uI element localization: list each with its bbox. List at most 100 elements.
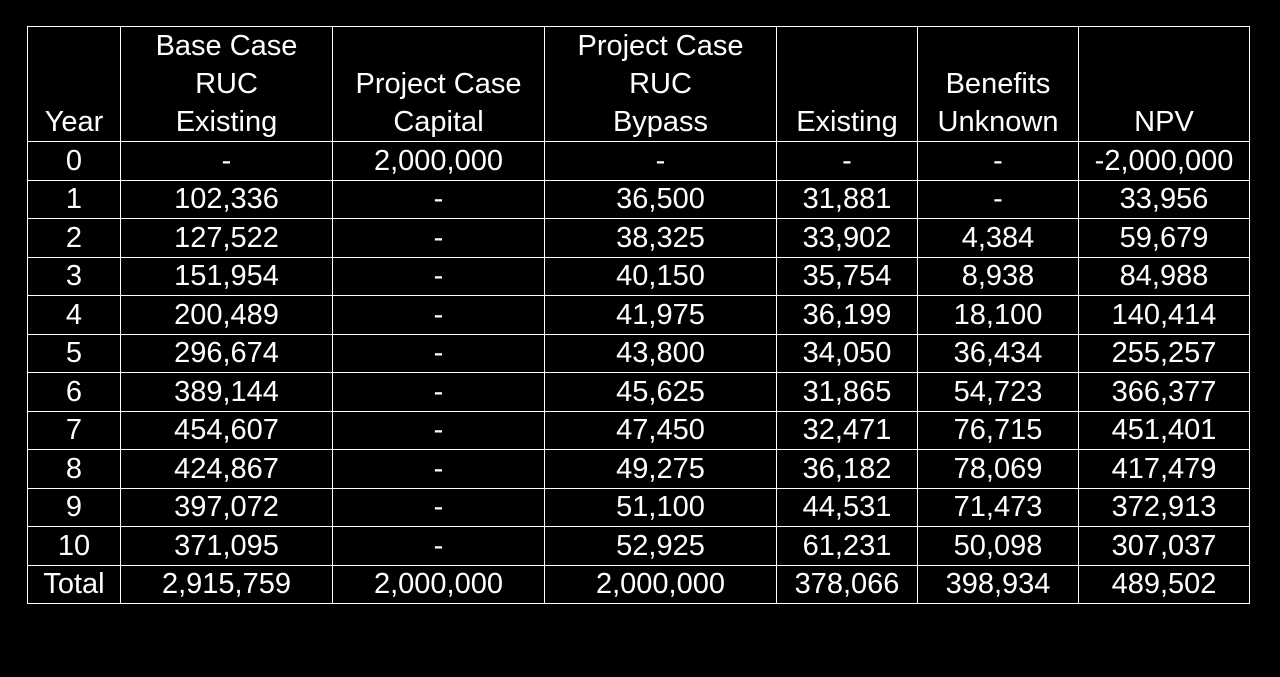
cell-year: 0 — [27, 141, 121, 181]
cell-benefits-existing: 44,531 — [776, 487, 918, 527]
cell-project-capital: 2,000,000 — [332, 564, 545, 604]
column-header-line: Benefits — [945, 68, 1051, 100]
column-header-line: Base Case — [155, 30, 298, 62]
cell-base-existing: 424,867 — [120, 449, 333, 489]
cell-project-capital: - — [332, 256, 545, 296]
table-row: 10 371,095-52,925 61,231 50,098 307,037 — [27, 526, 1250, 566]
cell-year: Total — [27, 564, 121, 604]
table-body: Year Base Case RUC Existing Project Case Cap… — [27, 26, 1250, 604]
column-header-npv: NPV — [1078, 26, 1250, 142]
cell-benefits-existing: 35,754 — [776, 256, 918, 296]
cell-benefits-unknown: 50,098 — [917, 526, 1079, 566]
cell-base-existing: 389,144 — [120, 372, 333, 412]
cell-npv: 451,401 — [1078, 410, 1250, 450]
cell-benefits-unknown: 54,723 — [917, 372, 1079, 412]
cell-year: 3 — [27, 256, 121, 296]
cell-npv: 255,257 — [1078, 333, 1250, 373]
table-row: 4 200,489-41,975 36,199 18,100 140,414 — [27, 295, 1250, 335]
column-header-line — [1080, 28, 1249, 66]
cell-year: 2 — [27, 218, 121, 258]
cell-npv: 84,988 — [1078, 256, 1250, 296]
table-row: 3 151,954-40,150 35,754 8,938 84,988 — [27, 256, 1250, 296]
table-row: 7 454,607-47,450 32,471 76,715 451,401 — [27, 410, 1250, 450]
table-row: 2 127,522-38,325 33,902 4,384 59,679 — [27, 218, 1250, 258]
cell-benefits-unknown: 76,715 — [917, 410, 1079, 450]
cell-benefits-existing: 36,182 — [776, 449, 918, 489]
header-row: Year Base Case RUC Existing Project Case Cap… — [27, 26, 1250, 142]
column-header-line — [778, 28, 917, 66]
column-header-line: Bypass — [612, 106, 709, 138]
column-header-benefits-unknown: Benefits Unknown — [917, 26, 1079, 142]
cell-project-capital: - — [332, 333, 545, 373]
cell-project-bypass: 43,800 — [544, 333, 777, 373]
cell-year: 1 — [27, 179, 121, 219]
cell-benefits-existing: 33,902 — [776, 218, 918, 258]
cell-base-existing: 454,607 — [120, 410, 333, 450]
column-header-project-capital: Project Case Capital — [332, 26, 545, 142]
cell-project-bypass: 2,000,000 — [544, 564, 777, 604]
cell-benefits-unknown: 398,934 — [917, 564, 1079, 604]
cell-benefits-unknown: - — [917, 141, 1079, 181]
cell-project-bypass: 36,500 — [544, 179, 777, 219]
column-header-line: Unknown — [937, 106, 1059, 138]
column-header-project-bypass: Project Case RUC Bypass — [544, 26, 777, 142]
cell-project-capital: - — [332, 179, 545, 219]
cell-benefits-unknown: 8,938 — [917, 256, 1079, 296]
cell-benefits-existing: 31,865 — [776, 372, 918, 412]
cell-npv: 59,679 — [1078, 218, 1250, 258]
cell-base-existing: 102,336 — [120, 179, 333, 219]
column-header-line: Existing — [796, 106, 898, 138]
cell-base-existing: 2,915,759 — [120, 564, 333, 604]
cell-year: 8 — [27, 449, 121, 489]
cell-npv: 140,414 — [1078, 295, 1250, 335]
table-row: 8 424,867-49,275 36,182 78,069 417,479 — [27, 449, 1250, 489]
table-row: 0-2,000,000- - - -2,000,000 — [27, 141, 1250, 181]
cell-benefits-existing: 378,066 — [776, 564, 918, 604]
column-header-line: Existing — [175, 106, 278, 138]
cell-benefits-unknown: 78,069 — [917, 449, 1079, 489]
cell-base-existing: 397,072 — [120, 487, 333, 527]
cell-project-bypass: 40,150 — [544, 256, 777, 296]
cell-project-capital: - — [332, 218, 545, 258]
cell-project-bypass: 38,325 — [544, 218, 777, 258]
column-header-line: Capital — [393, 106, 484, 138]
npv-table: Year Base Case RUC Existing Project Case Cap… — [27, 26, 1250, 604]
cell-benefits-existing: 32,471 — [776, 410, 918, 450]
cell-npv: 366,377 — [1078, 372, 1250, 412]
table-row: 9 397,072-51,100 44,531 71,473 372,913 — [27, 487, 1250, 527]
column-header-line: Project Case — [577, 30, 744, 62]
cell-base-existing: 200,489 — [120, 295, 333, 335]
column-header-line — [29, 65, 120, 103]
cell-benefits-unknown: 71,473 — [917, 487, 1079, 527]
cell-project-capital: - — [332, 295, 545, 335]
cell-project-capital: - — [332, 372, 545, 412]
column-header-line — [334, 28, 544, 66]
column-header-line: Project Case — [355, 68, 522, 100]
column-header-line: NPV — [1134, 106, 1194, 138]
cell-npv: 372,913 — [1078, 487, 1250, 527]
cell-project-capital: - — [332, 449, 545, 489]
cell-npv: 417,479 — [1078, 449, 1250, 489]
cell-base-existing: 296,674 — [120, 333, 333, 373]
total-row: Total 2,915,759 2,000,000 2,000,000 378,066 3… — [27, 564, 1250, 604]
cell-year: 9 — [27, 487, 121, 527]
cell-benefits-unknown: 4,384 — [917, 218, 1079, 258]
column-header-line: Year — [44, 106, 104, 138]
cell-project-bypass: 45,625 — [544, 372, 777, 412]
table-row: 5 296,674-43,800 34,050 36,434 255,257 — [27, 333, 1250, 373]
cell-benefits-unknown: - — [917, 179, 1079, 219]
cell-npv: 489,502 — [1078, 564, 1250, 604]
cell-base-existing: - — [120, 141, 333, 181]
cell-base-existing: 371,095 — [120, 526, 333, 566]
cell-project-bypass: 49,275 — [544, 449, 777, 489]
cell-project-bypass: 51,100 — [544, 487, 777, 527]
cell-base-existing: 151,954 — [120, 256, 333, 296]
cell-benefits-unknown: 36,434 — [917, 333, 1079, 373]
cell-benefits-existing: - — [776, 141, 918, 181]
column-header-line: RUC — [195, 68, 258, 100]
cell-project-capital: - — [332, 487, 545, 527]
cell-benefits-existing: 36,199 — [776, 295, 918, 335]
cell-benefits-existing: 61,231 — [776, 526, 918, 566]
cell-base-existing: 127,522 — [120, 218, 333, 258]
cell-benefits-existing: 31,881 — [776, 179, 918, 219]
